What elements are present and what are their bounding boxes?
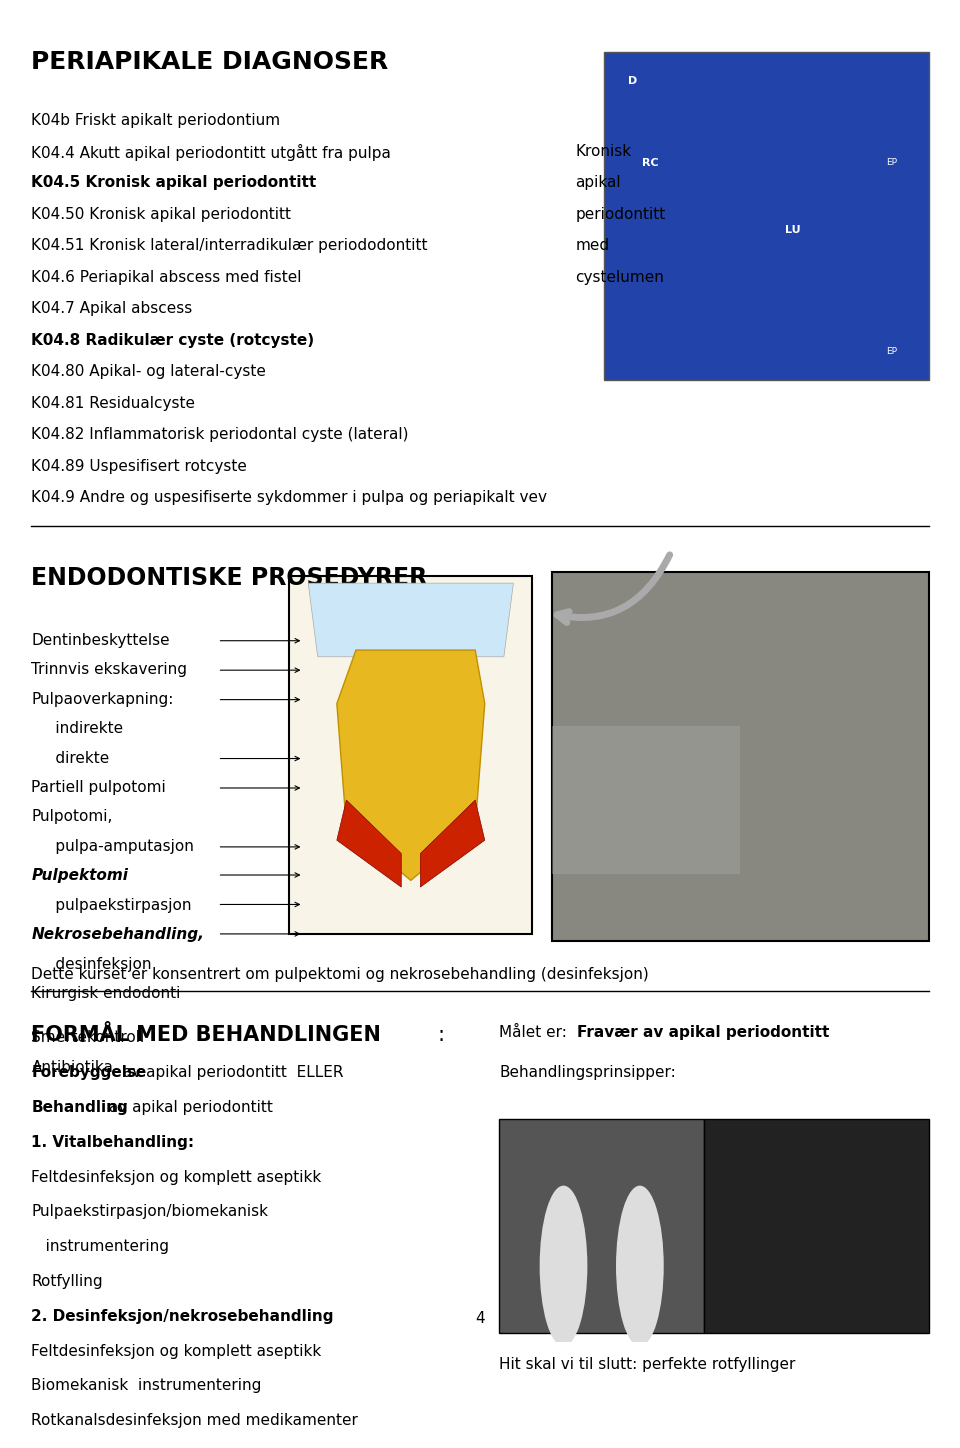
Text: K04.8 Radikulær cyste (rotcyste): K04.8 Radikulær cyste (rotcyste) [32, 333, 315, 348]
Text: Partiell pulpotomi: Partiell pulpotomi [32, 780, 166, 795]
Text: Feltdesinfeksjon og komplett aseptikk: Feltdesinfeksjon og komplett aseptikk [32, 1170, 322, 1184]
Text: K04.9 Andre og uspesifiserte sykdommer i pulpa og periapikalt vev: K04.9 Andre og uspesifiserte sykdommer i… [32, 489, 547, 505]
Text: Pulpaekstirpasjon/biomekanisk: Pulpaekstirpasjon/biomekanisk [32, 1205, 269, 1219]
Text: instrumentering: instrumentering [32, 1239, 169, 1254]
Text: 4: 4 [475, 1310, 485, 1325]
Text: pulpa-amputasjon: pulpa-amputasjon [32, 838, 194, 854]
Text: RC: RC [642, 158, 659, 168]
Text: periodontitt: periodontitt [575, 207, 665, 222]
Text: K04.80 Apikal- og lateral-cyste: K04.80 Apikal- og lateral-cyste [32, 365, 266, 379]
Text: Hit skal vi til slutt: perfekte rotfyllinger: Hit skal vi til slutt: perfekte rotfylli… [499, 1357, 796, 1371]
Text: pulpaekstirpasjon: pulpaekstirpasjon [32, 898, 192, 912]
Text: med: med [575, 239, 610, 253]
Text: indirekte: indirekte [32, 721, 124, 736]
Text: ENDODONTISKE PROSEDYRER: ENDODONTISKE PROSEDYRER [32, 566, 427, 589]
Text: EP: EP [886, 158, 897, 168]
Bar [604, 52, 928, 381]
Bar [289, 576, 533, 934]
Text: Dentinbeskyttelse: Dentinbeskyttelse [32, 633, 170, 647]
Text: EP: EP [886, 348, 897, 356]
Text: desinfeksjon: desinfeksjon [32, 957, 152, 972]
Text: K04.4 Akutt apikal periodontitt utgått fra pulpa: K04.4 Akutt apikal periodontitt utgått f… [32, 143, 392, 161]
Text: K04.7 Apikal abscess: K04.7 Apikal abscess [32, 301, 193, 316]
Text: Feltdesinfeksjon og komplett aseptikk: Feltdesinfeksjon og komplett aseptikk [32, 1344, 322, 1358]
Text: PERIAPIKALE DIAGNOSER: PERIAPIKALE DIAGNOSER [32, 49, 389, 74]
Bar [705, 1119, 928, 1332]
Text: K04b Friskt apikalt periodontium: K04b Friskt apikalt periodontium [32, 113, 280, 127]
Polygon shape [420, 801, 485, 888]
Text: K04.89 Uspesifisert rotcyste: K04.89 Uspesifisert rotcyste [32, 459, 248, 473]
Text: Biomekanisk  instrumentering: Biomekanisk instrumentering [32, 1378, 262, 1393]
Text: Forebyggelse: Forebyggelse [32, 1066, 147, 1080]
Text: Pulpektomi: Pulpektomi [32, 869, 129, 883]
Text: LU: LU [785, 224, 801, 235]
Ellipse shape [540, 1186, 588, 1347]
Text: Målet er:: Målet er: [499, 1025, 572, 1040]
Polygon shape [337, 801, 401, 888]
Text: K04.5 Kronisk apikal periodontitt: K04.5 Kronisk apikal periodontitt [32, 175, 317, 191]
Text: Nekrosebehandling,: Nekrosebehandling, [32, 927, 204, 943]
Text: Kirurgisk endodonti: Kirurgisk endodonti [32, 986, 180, 1001]
Text: direkte: direkte [32, 750, 109, 766]
Text: Rotkanalsdesinfeksjon med medikamenter: Rotkanalsdesinfeksjon med medikamenter [32, 1413, 358, 1428]
Text: Kronisk: Kronisk [575, 143, 632, 159]
Text: K04.50 Kronisk apikal periodontitt: K04.50 Kronisk apikal periodontitt [32, 207, 292, 222]
Text: Dette kurset er konsentrert om pulpektomi og nekrosebehandling (desinfeksjon): Dette kurset er konsentrert om pulpektom… [32, 967, 649, 982]
Bar [552, 572, 928, 941]
Text: Behandling: Behandling [32, 1100, 129, 1115]
Text: Trinnvis ekskavering: Trinnvis ekskavering [32, 662, 187, 678]
Text: K04.82 Inflammatorisk periodontal cyste (lateral): K04.82 Inflammatorisk periodontal cyste … [32, 427, 409, 442]
Text: Behandlingsprinsipper:: Behandlingsprinsipper: [499, 1066, 676, 1080]
Text: Pulpotomi,: Pulpotomi, [32, 809, 112, 824]
Ellipse shape [616, 1186, 663, 1347]
Text: Rotfylling: Rotfylling [32, 1274, 103, 1289]
Bar [552, 727, 740, 873]
Text: K04.6 Periapikal abscess med fistel: K04.6 Periapikal abscess med fistel [32, 269, 301, 285]
Text: :: : [437, 1025, 444, 1045]
Text: D: D [628, 77, 637, 87]
Text: cystelumen: cystelumen [575, 269, 664, 285]
Text: Fravær av apikal periodontitt: Fravær av apikal periodontitt [577, 1025, 829, 1040]
Text: Smertekontroll: Smertekontroll [32, 1031, 145, 1045]
Text: Antibiotika: Antibiotika [32, 1060, 113, 1074]
Text: K04.81 Residualcyste: K04.81 Residualcyste [32, 395, 196, 411]
Text: apikal: apikal [575, 175, 621, 191]
Bar [499, 1119, 705, 1332]
Text: av apikal periodontitt: av apikal periodontitt [104, 1100, 273, 1115]
Polygon shape [308, 584, 514, 657]
Text: av apikal periodontitt  ELLER: av apikal periodontitt ELLER [118, 1066, 344, 1080]
Polygon shape [337, 650, 485, 880]
Text: FORMÅL MED BEHANDLINGEN: FORMÅL MED BEHANDLINGEN [32, 1025, 381, 1045]
Text: 1. Vitalbehandling:: 1. Vitalbehandling: [32, 1135, 195, 1150]
Text: 2. Desinfeksjon/nekrosebehandling: 2. Desinfeksjon/nekrosebehandling [32, 1309, 334, 1323]
Text: Pulpaoverkapning:: Pulpaoverkapning: [32, 692, 174, 707]
Text: K04.51 Kronisk lateral/interradikulær periododontitt: K04.51 Kronisk lateral/interradikulær pe… [32, 239, 428, 253]
